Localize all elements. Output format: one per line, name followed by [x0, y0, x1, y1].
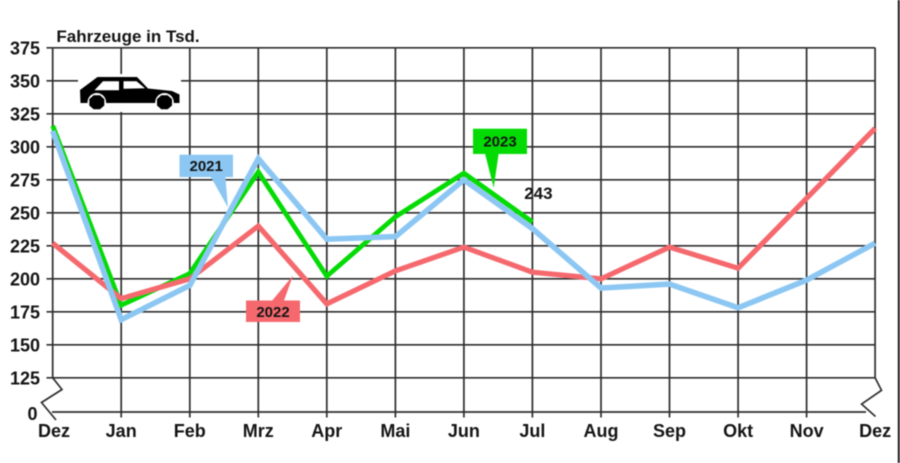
- svg-text:Aug: Aug: [584, 421, 619, 441]
- svg-text:2021: 2021: [190, 158, 223, 175]
- svg-text:150: 150: [10, 335, 40, 355]
- svg-text:Jul: Jul: [519, 421, 545, 441]
- svg-text:Fahrzeuge in Tsd.: Fahrzeuge in Tsd.: [56, 27, 199, 46]
- svg-text:243: 243: [524, 184, 552, 203]
- svg-text:200: 200: [10, 269, 40, 289]
- svg-text:2023: 2023: [483, 134, 516, 151]
- svg-text:325: 325: [10, 104, 40, 124]
- svg-text:350: 350: [10, 71, 40, 91]
- svg-text:300: 300: [10, 137, 40, 157]
- svg-text:Dez: Dez: [859, 421, 891, 441]
- svg-text:Sep: Sep: [653, 421, 686, 441]
- svg-text:0: 0: [27, 404, 37, 424]
- svg-text:Dez: Dez: [38, 421, 70, 441]
- svg-text:Nov: Nov: [790, 421, 824, 441]
- svg-text:175: 175: [10, 302, 40, 322]
- svg-text:Feb: Feb: [174, 421, 206, 441]
- svg-text:Apr: Apr: [311, 421, 342, 441]
- svg-text:225: 225: [10, 236, 40, 256]
- svg-text:2022: 2022: [256, 304, 289, 321]
- svg-text:375: 375: [10, 38, 40, 58]
- svg-text:Okt: Okt: [723, 421, 753, 441]
- svg-text:Jun: Jun: [448, 421, 480, 441]
- svg-text:Jan: Jan: [106, 421, 137, 441]
- svg-text:Mai: Mai: [380, 421, 410, 441]
- svg-text:Mrz: Mrz: [243, 421, 274, 441]
- svg-text:125: 125: [10, 368, 40, 388]
- svg-text:275: 275: [10, 170, 40, 190]
- svg-text:250: 250: [10, 203, 40, 223]
